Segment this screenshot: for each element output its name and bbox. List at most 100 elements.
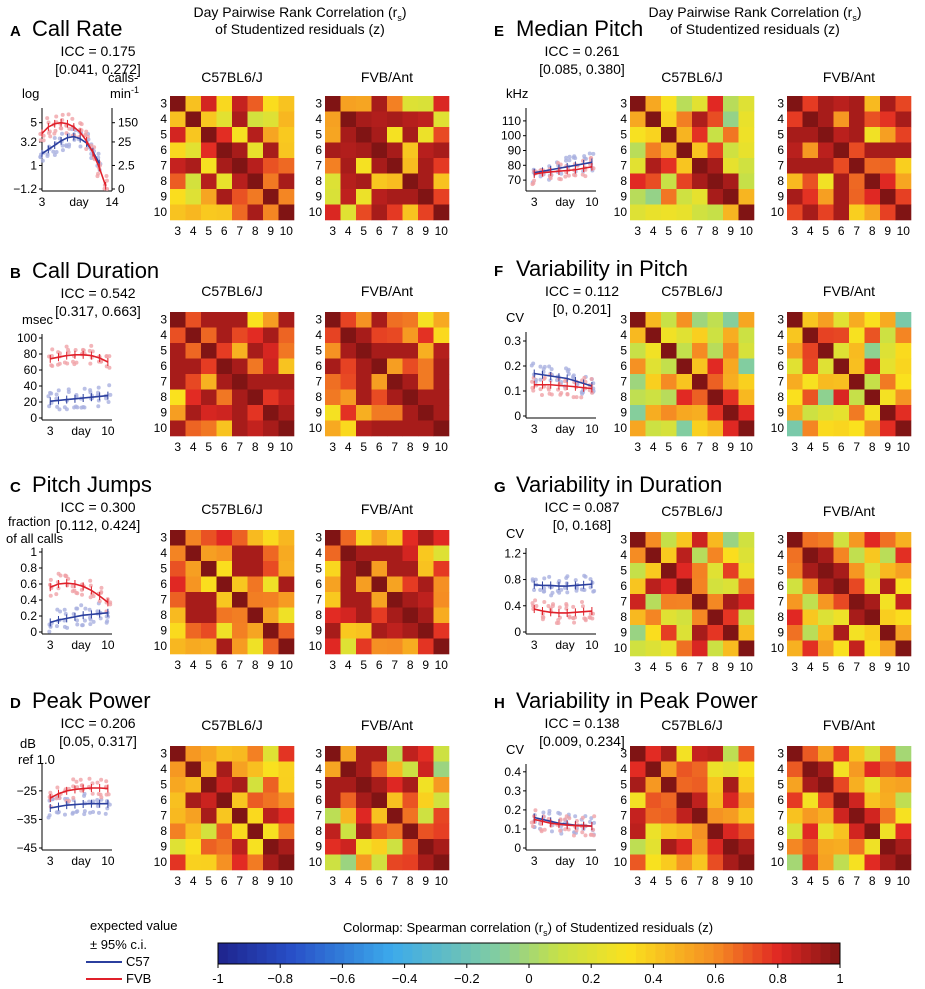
series-line-c57 [50, 802, 108, 809]
scatter-point [50, 363, 55, 368]
colorbar-segment [703, 943, 715, 964]
heatmap-col-label: 7 [391, 874, 398, 888]
scatter-point [589, 376, 594, 381]
heatmap-cell [802, 173, 819, 190]
colorbar-segment [344, 943, 355, 964]
heatmap-row-label: 4 [315, 546, 322, 560]
heatmap-cell [402, 746, 419, 762]
heatmap-cell [833, 563, 850, 579]
heatmap-row-label: 6 [777, 579, 784, 593]
heatmap-col-label: 9 [727, 440, 734, 454]
heatmap-cell [278, 189, 295, 205]
heatmap-strain-label: FVB/Ant [823, 503, 875, 519]
heatmap-cell [802, 343, 819, 359]
y-tick-label: 0 [514, 841, 521, 855]
heatmap-cell [833, 746, 850, 762]
heatmap-cell [356, 312, 372, 328]
y-tick-label: 0.4 [20, 593, 37, 607]
heatmap-cell [170, 530, 186, 546]
heatmap-row-label: 9 [160, 406, 167, 420]
heatmap-cell [802, 563, 819, 579]
heatmap-cell [738, 578, 755, 595]
heatmap-cell [692, 142, 708, 159]
heatmap-cell [418, 96, 434, 112]
heatmap-row-label: 9 [777, 190, 784, 204]
heatmap-cell [387, 746, 403, 762]
heatmap-cell [645, 405, 662, 421]
heatmap-cell [630, 312, 646, 328]
colorbar-segment [645, 943, 656, 964]
heatmap-cell [818, 777, 834, 793]
scatter-point [67, 126, 72, 131]
heatmap-cell [356, 142, 372, 159]
scatter-point [64, 798, 69, 803]
heatmap-cell [864, 374, 881, 390]
heatmap-cell [895, 312, 912, 328]
heatmap-cell [433, 823, 450, 840]
heatmap-col-label: 8 [252, 874, 259, 888]
x-axis-label: day [555, 638, 574, 652]
scatter-point [60, 131, 65, 136]
scatter-point [549, 367, 554, 372]
heatmap-cell [278, 173, 295, 190]
scatter-point [62, 624, 67, 629]
heatmap-cell [661, 111, 677, 128]
heatmap-cell [849, 547, 865, 564]
scatter-point [64, 407, 69, 412]
heatmap-cell [676, 327, 693, 344]
heatmap-cell [787, 777, 803, 793]
heatmap-cell [802, 854, 819, 871]
heatmap-cell [402, 545, 419, 562]
heatmap-cell [247, 358, 264, 375]
right-y-tick-label: 25 [118, 135, 132, 149]
heatmap-col-label: 10 [897, 224, 911, 238]
colorbar-segment [276, 943, 287, 964]
heatmap-cell [402, 420, 419, 437]
scatter-point [48, 624, 53, 629]
heatmap-cell [263, 823, 279, 840]
heatmap-cell [833, 127, 850, 143]
heatmap-cell [418, 839, 434, 855]
heatmap-cell [849, 420, 865, 437]
heatmap-cell [630, 823, 646, 840]
heatmap-cell [185, 343, 202, 359]
heatmap-cell [387, 358, 403, 375]
colorbar-segment [256, 943, 268, 964]
heatmap-cell [864, 389, 881, 406]
scatter-point [82, 405, 87, 410]
panel-letter: E [494, 23, 504, 40]
scatter-point [91, 619, 96, 624]
heatmap-cell [707, 625, 724, 641]
heatmap-cell [356, 374, 372, 390]
heatmap-cell [340, 839, 357, 855]
heatmap-cell [278, 374, 295, 390]
x-tick-label: 10 [101, 424, 115, 438]
heatmap-row-label: 6 [315, 577, 322, 591]
heatmap-cell [232, 576, 248, 593]
heatmap-cell [263, 792, 279, 809]
scatter-point [580, 378, 585, 383]
heatmap-cell [787, 808, 803, 824]
scatter-point [72, 588, 77, 593]
heatmap-cell [692, 594, 708, 610]
heatmap-cell [849, 761, 865, 778]
heatmap-col-label: 9 [727, 874, 734, 888]
heatmap-cell [880, 405, 896, 421]
scatter-point [567, 154, 572, 159]
heatmap-cell [185, 638, 202, 655]
heatmap-cell [201, 592, 217, 608]
icc-ci: [0.041, 0.272] [55, 61, 141, 77]
heatmap-cell [340, 327, 357, 344]
heatmap-col-label: 5 [205, 440, 212, 454]
heatmap-row-label: 4 [620, 548, 627, 562]
heatmap-cell [895, 547, 912, 564]
heatmap-cell [818, 761, 834, 778]
scatter-point [87, 348, 92, 353]
heatmap-row-label: 10 [154, 855, 168, 869]
scatter-point [563, 386, 568, 391]
scatter-point [105, 806, 110, 811]
heatmap-cell [738, 96, 755, 112]
heatmap-row-label: 4 [620, 762, 627, 776]
